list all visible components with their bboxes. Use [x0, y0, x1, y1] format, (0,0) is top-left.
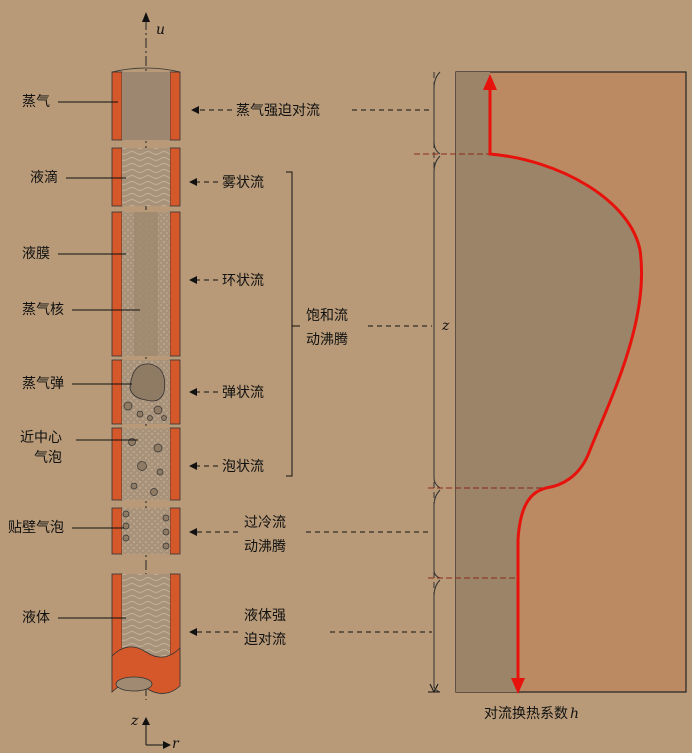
h-curve	[488, 86, 643, 680]
tube-segment-annular	[111, 211, 181, 357]
regime-labels: 蒸气强迫对流 雾状流 环状流 弹状流 泡状流 饱和流 动沸腾 过冷流 动沸腾 液…	[189, 103, 432, 648]
tube-segment-slug	[111, 359, 181, 425]
tube-segment-mist	[111, 147, 181, 207]
label-vapor: 蒸气	[22, 94, 50, 110]
regime-annular: 环状流	[222, 273, 264, 289]
z-axis-label: z	[130, 713, 139, 729]
heat-transfer-panel	[414, 71, 687, 694]
left-labels: 蒸气 液滴 液膜 蒸气核 蒸气弹 近中心 气泡 贴壁气泡 液体	[8, 94, 140, 626]
u-axis-label: u	[156, 22, 165, 38]
regime-bubbly: 泡状流	[222, 459, 264, 475]
label-near-center-1: 近中心	[20, 430, 62, 446]
region-fill	[456, 72, 642, 692]
label-vapor-core: 蒸气核	[22, 302, 64, 318]
tube-segment-vapor	[111, 67, 181, 141]
z-range-axis: z	[428, 71, 450, 693]
tube-segment-bubbly	[111, 427, 181, 501]
right-z-label: z	[441, 318, 450, 334]
label-near-center-2: 气泡	[34, 450, 62, 466]
label-wall-bubble: 贴壁气泡	[8, 520, 64, 536]
h-curve-bottom-arrow	[511, 678, 525, 694]
regime-subcooled-1: 过冷流	[244, 515, 286, 531]
regime-vapor-forced: 蒸气强迫对流	[236, 103, 320, 119]
axis-indicator: z r	[130, 713, 180, 752]
regime-subcooled-2: 动沸腾	[244, 538, 286, 555]
regime-saturated-2: 动沸腾	[306, 331, 348, 348]
label-droplets: 液滴	[30, 169, 58, 186]
regime-saturated-1: 饱和流	[306, 308, 348, 324]
saturated-bracket	[286, 171, 293, 477]
regime-liquid-forced-1: 液体强	[244, 608, 286, 624]
x-axis-caption: 对流换热系数 h	[484, 705, 579, 722]
regime-liquid-forced-2: 迫对流	[244, 632, 286, 648]
label-liquid: 液体	[22, 610, 50, 626]
label-liquid-film: 液膜	[22, 246, 50, 262]
regime-mist: 雾状流	[222, 175, 264, 191]
regime-slug: 弹状流	[222, 385, 264, 401]
r-axis-label: r	[172, 736, 180, 752]
u-axis-arrow	[142, 12, 150, 22]
tube-segment-liquid	[111, 573, 181, 694]
label-vapor-slug: 蒸气弹	[22, 376, 64, 392]
tube-segment-subcooled	[111, 507, 181, 555]
h-curve-top-arrow	[483, 74, 497, 90]
